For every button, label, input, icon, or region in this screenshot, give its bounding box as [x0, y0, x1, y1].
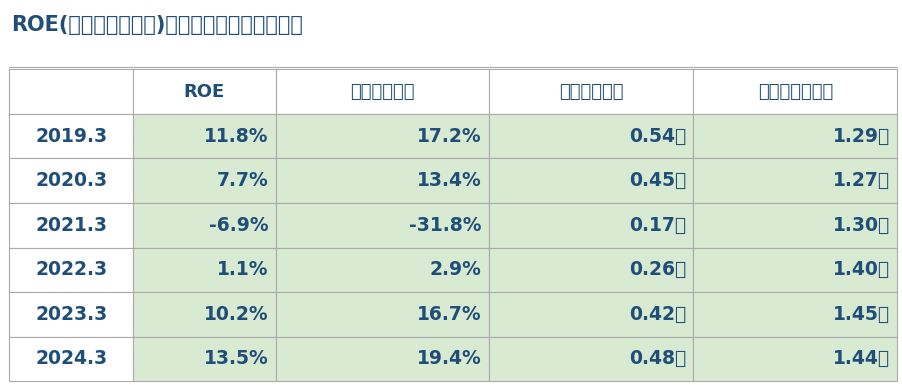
- Text: 7.7%: 7.7%: [216, 171, 269, 190]
- Text: 0.42回: 0.42回: [629, 305, 686, 324]
- Bar: [693, 114, 897, 158]
- Text: 10.2%: 10.2%: [204, 305, 269, 324]
- Text: 1.1%: 1.1%: [216, 260, 269, 279]
- Bar: [489, 336, 693, 381]
- Bar: [9, 203, 133, 248]
- Bar: [276, 336, 489, 381]
- Text: 2021.3: 2021.3: [35, 216, 107, 235]
- Text: 19.4%: 19.4%: [417, 349, 482, 368]
- Text: 13.4%: 13.4%: [417, 171, 482, 190]
- Bar: [9, 248, 133, 292]
- Bar: [133, 69, 276, 114]
- Bar: [693, 292, 897, 336]
- Text: -31.8%: -31.8%: [410, 216, 482, 235]
- Text: 1.44倍: 1.44倍: [833, 349, 890, 368]
- Text: 1.29倍: 1.29倍: [833, 127, 890, 146]
- Text: 0.45回: 0.45回: [629, 171, 686, 190]
- Text: 16.7%: 16.7%: [417, 305, 482, 324]
- Bar: [9, 114, 133, 158]
- Text: 13.5%: 13.5%: [204, 349, 269, 368]
- Bar: [133, 292, 276, 336]
- Text: 財務レバレッジ: 財務レバレッジ: [758, 82, 833, 100]
- Text: 当期純利益率: 当期純利益率: [350, 82, 414, 100]
- Text: 2.9%: 2.9%: [429, 260, 482, 279]
- Bar: [693, 248, 897, 292]
- Bar: [276, 203, 489, 248]
- Bar: [489, 158, 693, 203]
- Bar: [489, 203, 693, 248]
- Text: 1.40倍: 1.40倍: [833, 260, 890, 279]
- Bar: [276, 292, 489, 336]
- Bar: [276, 248, 489, 292]
- Text: 0.48回: 0.48回: [629, 349, 686, 368]
- Bar: [489, 248, 693, 292]
- Text: 17.2%: 17.2%: [417, 127, 482, 146]
- Text: ROE(自己資本利益率)の分解と上昇・下降要因: ROE(自己資本利益率)の分解と上昇・下降要因: [11, 15, 303, 35]
- Text: 2024.3: 2024.3: [35, 349, 107, 368]
- Bar: [693, 203, 897, 248]
- Bar: [276, 69, 489, 114]
- Text: 0.54回: 0.54回: [629, 127, 686, 146]
- Bar: [133, 158, 276, 203]
- Bar: [9, 336, 133, 381]
- Bar: [693, 69, 897, 114]
- Bar: [276, 114, 489, 158]
- Bar: [133, 248, 276, 292]
- Bar: [693, 336, 897, 381]
- Text: 1.30倍: 1.30倍: [833, 216, 890, 235]
- Text: 1.45倍: 1.45倍: [833, 305, 890, 324]
- Bar: [489, 114, 693, 158]
- Text: 1.27倍: 1.27倍: [833, 171, 890, 190]
- Bar: [133, 336, 276, 381]
- Text: ROE: ROE: [184, 82, 226, 100]
- Text: 2020.3: 2020.3: [35, 171, 107, 190]
- Text: 2023.3: 2023.3: [35, 305, 107, 324]
- Bar: [9, 69, 133, 114]
- Bar: [133, 114, 276, 158]
- Bar: [9, 158, 133, 203]
- Bar: [276, 158, 489, 203]
- Bar: [133, 203, 276, 248]
- Text: 11.8%: 11.8%: [204, 127, 269, 146]
- Bar: [9, 292, 133, 336]
- Text: 2022.3: 2022.3: [35, 260, 107, 279]
- Text: 総資本回転率: 総資本回転率: [558, 82, 623, 100]
- Text: 2019.3: 2019.3: [35, 127, 107, 146]
- Text: -6.9%: -6.9%: [208, 216, 269, 235]
- Bar: [489, 292, 693, 336]
- Bar: [693, 158, 897, 203]
- Text: 0.17回: 0.17回: [629, 216, 686, 235]
- Text: 0.26回: 0.26回: [629, 260, 686, 279]
- Bar: [489, 69, 693, 114]
